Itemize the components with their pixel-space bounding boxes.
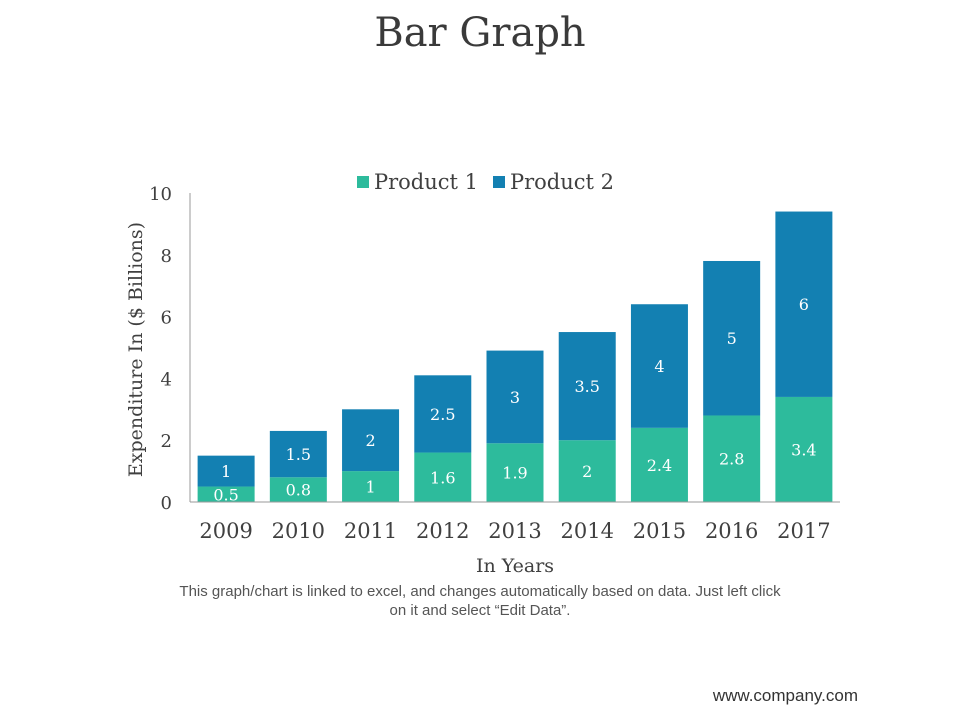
chart-note: This graph/chart is linked to excel, and…: [179, 583, 781, 619]
x-tick-label: 2014: [560, 519, 613, 543]
footer-url: www.company.com: [712, 686, 858, 705]
y-tick-label: 8: [161, 246, 172, 267]
bar-product2-2015: [630, 304, 688, 428]
data-label: 3.5: [574, 377, 599, 396]
bar-product1-2015: [630, 427, 688, 502]
legend-swatch-product1: [357, 176, 369, 188]
bar-product1-2010: [269, 477, 327, 502]
x-tick-label: 2010: [272, 519, 325, 543]
x-tick-label: 2011: [344, 519, 397, 543]
data-label: 2.4: [647, 456, 672, 475]
bar-product2-2011: [342, 409, 400, 472]
data-label: 1.9: [502, 464, 527, 483]
data-label: 2: [582, 462, 592, 481]
y-tick-label: 0: [161, 493, 172, 514]
bar-product2-2009: [197, 455, 255, 487]
legend-swatch-product2: [493, 176, 505, 188]
data-label: 1: [221, 462, 231, 481]
bar-product1-2017: [775, 396, 833, 502]
y-tick-label: 4: [161, 369, 172, 390]
data-label: 0.5: [213, 485, 238, 504]
data-label: 2: [365, 431, 375, 450]
data-label: 4: [654, 357, 664, 376]
bar-product1-2011: [342, 471, 400, 502]
data-label: 1.5: [286, 445, 311, 464]
data-label: 6: [799, 295, 809, 314]
y-tick-label: 10: [149, 184, 172, 205]
x-tick-label: 2009: [199, 519, 252, 543]
x-tick-label: 2017: [777, 519, 830, 543]
data-label: 3: [510, 388, 520, 407]
x-tick-label: 2012: [416, 519, 469, 543]
x-tick-label: 2013: [488, 519, 541, 543]
bar-product1-2016: [703, 415, 761, 502]
legend-label-product2: Product 2: [510, 170, 614, 194]
x-axis-ticks: 2009 2010 2011 2012 2013 2014 2015 2016 2017: [199, 519, 830, 543]
bar-product1-2012: [414, 452, 472, 502]
data-label: 2.5: [430, 405, 455, 424]
bar-product2-2012: [414, 375, 472, 453]
x-tick-label: 2015: [633, 519, 686, 543]
y-axis-ticks: 0 2 4 6 8 10: [149, 184, 172, 514]
bar-product2-2016: [703, 260, 761, 416]
bar-product2-2010: [269, 430, 327, 478]
data-label: 3.4: [791, 440, 816, 459]
bar-product1-2014: [558, 440, 616, 502]
data-label: 1.6: [430, 468, 455, 487]
page-title: Bar Graph: [374, 10, 586, 56]
bar-product2-2013: [486, 350, 544, 444]
bars: 0.5 1 0.8 1.5 1 2 1.6 2.5 1.9 3 2 3.5 2.4 4 2.8 5 3.4 6: [197, 211, 833, 504]
y-axis-label: Expenditure In ($ Billions): [125, 222, 147, 477]
data-label: 2.8: [719, 450, 744, 469]
bar-product1-2009: [197, 486, 255, 502]
data-label: 0.8: [286, 481, 311, 500]
legend: Product 1 Product 2: [357, 170, 614, 194]
data-label: 5: [727, 329, 737, 348]
bar-product2-2014: [558, 332, 616, 441]
y-tick-label: 6: [161, 308, 172, 329]
x-axis-label: In Years: [476, 555, 554, 577]
y-tick-label: 2: [161, 431, 172, 452]
legend-label-product1: Product 1: [374, 170, 478, 194]
bar-product1-2013: [486, 443, 544, 502]
data-label: 1: [365, 478, 375, 497]
bar-product2-2017: [775, 211, 833, 397]
x-tick-label: 2016: [705, 519, 758, 543]
